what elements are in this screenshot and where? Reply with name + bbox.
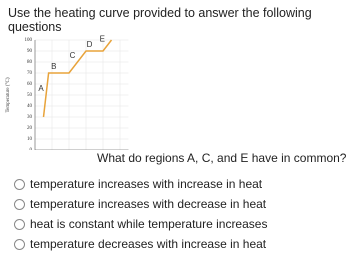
y-tick-label: 20 (27, 126, 33, 131)
y-tick-label: 30 (27, 115, 33, 120)
y-tick-label: 80 (27, 60, 33, 65)
y-tick-label: 40 (27, 104, 33, 109)
region-label: C (70, 51, 76, 60)
y-tick-label: 70 (27, 71, 33, 76)
region-label: E (100, 35, 105, 44)
chart: 01020304050607080901001020304050Heat (kJ… (6, 35, 129, 150)
y-tick-label: 60 (27, 82, 33, 87)
option[interactable]: temperature decreases with increase in h… (14, 237, 266, 251)
y-tick-label: 50 (27, 93, 33, 98)
radio-button[interactable] (14, 218, 25, 230)
y-tick-label: 90 (27, 49, 33, 54)
option[interactable]: temperature increases with increase in h… (14, 177, 262, 191)
region-label: B (51, 62, 56, 71)
y-tick-label: 100 (25, 38, 33, 43)
radio-button[interactable] (14, 198, 25, 210)
radio-button[interactable] (14, 178, 25, 190)
option[interactable]: temperature increases with decrease in h… (14, 197, 266, 211)
region-label: D (87, 40, 93, 49)
region-label: A (38, 84, 44, 93)
question: What do regions A, C, and E have in comm… (97, 151, 347, 165)
option-text: temperature increases with increase in h… (30, 177, 263, 191)
curve (42, 39, 113, 118)
option[interactable]: heat is constant while temperature incre… (14, 217, 267, 231)
y-axis-label: Temperature (°C) (6, 77, 11, 112)
y-tick-label: 0 (30, 148, 33, 150)
option-text: heat is constant while temperature incre… (30, 217, 268, 231)
radio-button[interactable] (14, 238, 25, 250)
option-text: temperature decreases with increase in h… (30, 237, 267, 251)
y-tick-label: 10 (27, 137, 33, 142)
option-text: temperature increases with decrease in h… (30, 197, 267, 211)
title: Use the heating curve provided to answer… (8, 6, 312, 34)
